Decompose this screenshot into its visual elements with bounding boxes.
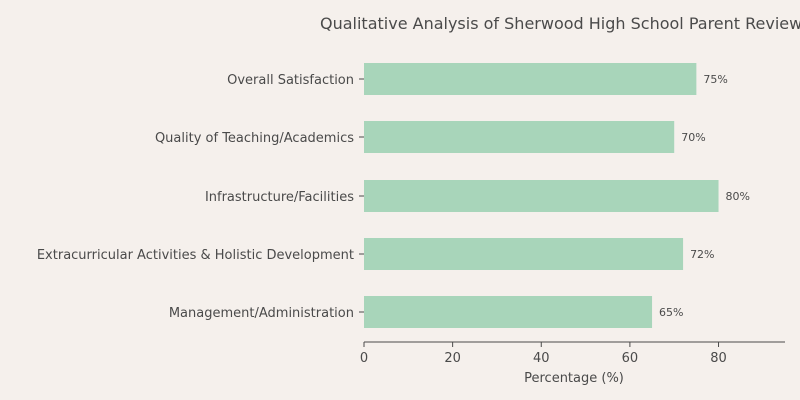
category-label-0: Overall Satisfaction bbox=[227, 73, 354, 88]
category-labels: Overall Satisfaction Quality of Teaching/… bbox=[37, 73, 364, 321]
category-label-4: Management/Administration bbox=[169, 306, 354, 321]
bar-4 bbox=[364, 296, 653, 328]
bars-group: 75% 70% 80% 72% 65% bbox=[364, 63, 750, 328]
bar-0 bbox=[364, 63, 697, 95]
x-tick-label-3: 60 bbox=[622, 351, 639, 366]
data-label-2: 80% bbox=[726, 190, 750, 203]
x-axis: 0 20 40 60 80 bbox=[360, 341, 785, 366]
category-label-2: Infrastructure/Facilities bbox=[205, 190, 354, 205]
category-label-3: Extracurricular Activities & Holistic De… bbox=[37, 248, 354, 263]
bar-3 bbox=[364, 238, 684, 270]
x-tick-label-4: 80 bbox=[710, 351, 727, 366]
chart-title: Qualitative Analysis of Sherwood High Sc… bbox=[320, 14, 800, 33]
data-label-4: 65% bbox=[659, 306, 683, 319]
data-label-0: 75% bbox=[703, 73, 727, 86]
x-tick-label-0: 0 bbox=[360, 351, 368, 366]
data-label-1: 70% bbox=[681, 131, 705, 144]
x-tick-label-1: 20 bbox=[444, 351, 461, 366]
category-label-1: Quality of Teaching/Academics bbox=[155, 131, 354, 146]
bar-1 bbox=[364, 121, 675, 153]
data-label-3: 72% bbox=[690, 248, 714, 261]
x-axis-label: Percentage (%) bbox=[524, 371, 624, 386]
x-tick-label-2: 40 bbox=[533, 351, 550, 366]
bar-2 bbox=[364, 180, 719, 212]
